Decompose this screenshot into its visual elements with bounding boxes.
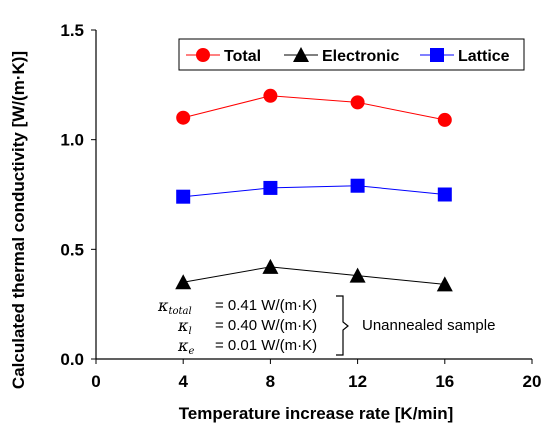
annotation-symbol: κ [177,316,189,335]
legend-marker-electronic [293,47,309,62]
annotation-line-electronic: κe = 0.01 W/(m·K) [177,336,317,357]
y-tick-label: 1.0 [60,131,84,150]
annotation-subscript: l [189,326,192,337]
annotation-brace [336,295,349,356]
annotation-line-lattice: κl = 0.40 W/(m·K) [177,316,317,337]
legend-label-total: Total [224,48,261,65]
data-point-lattice [437,187,452,202]
annotation-value: = 0.40 W/(m·K) [215,317,317,334]
legend-label-lattice: Lattice [458,48,510,65]
y-tick-label: 1.5 [60,21,84,40]
x-tick-label: 12 [348,372,367,391]
data-point-electronic [262,258,279,274]
data-point-electronic [175,274,192,290]
data-point-total [263,88,278,103]
x-tick-label: 4 [178,372,188,391]
annotation-subscript: total [169,306,192,317]
svg-text:κe: κe [177,336,195,357]
svg-text:κl: κl [177,316,192,337]
legend-marker-lattice [430,48,444,62]
legend-box [178,38,525,71]
y-axis-title: Calculated thermal conductivity [W/(m·K)… [9,51,28,389]
data-point-lattice [176,189,191,204]
series-layer [175,88,453,292]
annotation-line-total: κtotal = 0.41 W/(m·K) [157,296,317,317]
x-tick-label: 0 [91,372,100,391]
data-point-total [350,95,365,110]
series-line-electronic [183,266,445,285]
series-electronic [175,258,453,292]
data-point-total [437,112,452,127]
series-total [176,88,452,127]
y-tick-label: 0.0 [60,350,84,369]
data-point-electronic [436,276,453,292]
series-line-total [183,95,445,121]
data-point-lattice [350,178,365,193]
x-axis-title: Temperature increase rate [K/min] [179,404,454,423]
annotation-symbol: κ [177,336,189,355]
data-point-electronic [349,267,366,283]
annotation: κtotal = 0.41 W/(m·K) κl = 0.40 W/(m·K) … [157,295,495,357]
x-tick-label: 16 [435,372,454,391]
annotation-value: = 0.41 W/(m·K) [215,297,317,314]
data-point-lattice [263,180,278,195]
svg-text:κtotal: κtotal [157,296,192,317]
annotation-subscript: e [189,346,195,357]
ticks: 0 4 8 12 16 20 0.0 0.5 1.0 1.5 [60,21,541,391]
series-lattice [176,178,452,204]
legend-item-lattice: Lattice [420,48,510,65]
data-point-total [176,110,191,125]
legend-item-electronic: Electronic [284,47,399,65]
axes [95,30,532,360]
legend-marker-total [196,48,210,62]
annotation-symbol: κ [157,296,169,315]
series-line-lattice [183,185,445,198]
annotation-label: Unannealed sample [362,317,495,334]
x-tick-label: 20 [523,372,542,391]
legend-item-total: Total [186,48,261,65]
legend-label-electronic: Electronic [322,48,399,65]
legend: Total Electronic Lattice [178,38,525,71]
y-tick-label: 0.5 [60,240,84,259]
annotation-value: = 0.01 W/(m·K) [215,337,317,354]
x-tick-label: 8 [266,372,275,391]
